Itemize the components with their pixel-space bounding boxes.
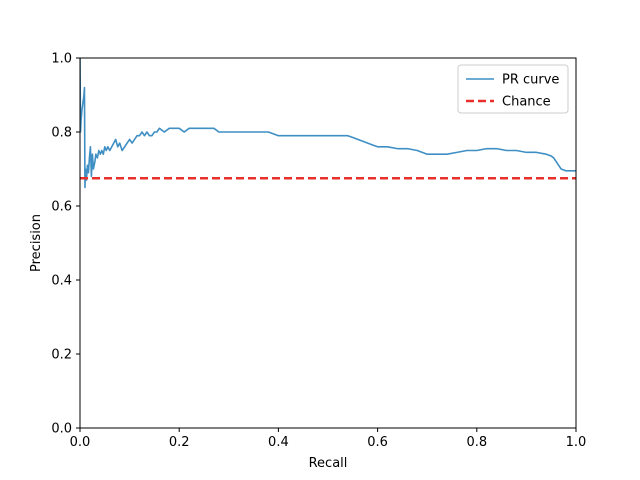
- y-axis-ticks: 0.0 0.2 0.4 0.6 0.8 1.0: [51, 52, 80, 437]
- legend-label-chance: Chance: [502, 95, 551, 110]
- y-tick-label: 0.4: [51, 274, 72, 289]
- y-tick-label: 0.6: [51, 200, 72, 215]
- plot-area: [80, 58, 576, 189]
- x-tick-label: 0.0: [70, 435, 91, 450]
- x-axis-label: Recall: [309, 456, 348, 471]
- axes-frame: [79, 57, 577, 429]
- x-tick-label: 0.6: [367, 435, 388, 450]
- legend-label-pr-curve: PR curve: [502, 73, 559, 88]
- legend: PR curve Chance: [457, 64, 569, 114]
- x-tick-label: 0.4: [268, 435, 289, 450]
- y-tick-label: 0.2: [51, 348, 72, 363]
- x-axis-ticks: 0.0 0.2 0.4 0.6 0.8 1.0: [70, 428, 587, 450]
- series-line-pr-curve: [80, 58, 576, 189]
- y-tick-label: 1.0: [51, 52, 72, 67]
- y-tick-label: 0.8: [51, 126, 72, 141]
- x-tick-label: 0.2: [169, 435, 190, 450]
- y-tick-label: 0.0: [51, 422, 72, 437]
- x-tick-label: 0.8: [466, 435, 487, 450]
- y-axis-label: Precision: [29, 214, 44, 272]
- x-tick-label: 1.0: [566, 435, 587, 450]
